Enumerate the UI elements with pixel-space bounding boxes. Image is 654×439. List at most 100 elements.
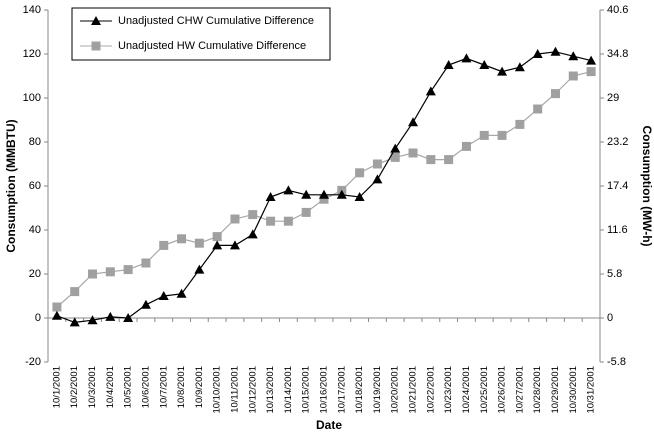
- marker: [283, 216, 293, 226]
- marker: [425, 86, 436, 96]
- marker: [461, 141, 471, 151]
- marker: [408, 148, 418, 158]
- marker: [533, 104, 543, 114]
- x-tick-label: 10/5/2001: [123, 366, 134, 408]
- marker: [568, 51, 579, 61]
- marker: [532, 49, 543, 58]
- series-line: [56, 71, 592, 308]
- marker: [479, 130, 489, 140]
- marker: [105, 267, 115, 277]
- y-axis-title: Consumption (MMBTU): [4, 119, 18, 252]
- marker: [354, 192, 365, 201]
- x-tick-label: 10/17/2001: [336, 366, 347, 414]
- marker: [497, 66, 508, 76]
- marker: [123, 265, 133, 275]
- marker: [586, 55, 597, 65]
- marker: [355, 168, 365, 178]
- x-tick-label: 10/3/2001: [87, 366, 98, 408]
- x-tick-label: 10/31/2001: [586, 366, 597, 414]
- marker: [568, 71, 578, 81]
- x-tick-label: 10/27/2001: [514, 366, 525, 414]
- marker: [443, 60, 454, 69]
- marker: [159, 240, 169, 250]
- y-tick-label: 80: [29, 136, 41, 148]
- y2-tick-label: 5.8: [607, 268, 622, 280]
- marker: [550, 46, 561, 56]
- legend-marker: [91, 41, 101, 51]
- x-tick-label: 10/8/2001: [176, 366, 187, 408]
- x-tick-label: 10/1/2001: [51, 366, 62, 408]
- x-tick-label: 10/9/2001: [194, 366, 205, 408]
- marker: [390, 152, 400, 162]
- legend-label: Unadjusted CHW Cumulative Difference: [118, 15, 314, 27]
- y2-tick-label: -5.8: [607, 356, 626, 368]
- marker: [247, 229, 258, 239]
- marker: [70, 287, 80, 297]
- marker: [319, 189, 329, 199]
- marker: [336, 189, 347, 199]
- x-tick-label: 10/13/2001: [265, 366, 276, 414]
- y-tick-label: 40: [29, 224, 41, 236]
- marker: [194, 238, 204, 248]
- x-tick-label: 10/22/2001: [425, 366, 436, 414]
- x-tick-label: 10/19/2001: [372, 366, 383, 414]
- y2-tick-label: 0: [607, 312, 613, 324]
- y2-tick-label: 23.2: [607, 136, 628, 148]
- y-tick-label: 140: [23, 4, 41, 16]
- marker: [105, 311, 116, 321]
- marker: [266, 216, 276, 226]
- marker: [390, 143, 401, 153]
- marker: [514, 62, 525, 72]
- marker: [194, 264, 205, 274]
- x-tick-label: 10/7/2001: [158, 366, 169, 408]
- x-tick-label: 10/29/2001: [550, 366, 561, 414]
- series-line: [56, 51, 592, 324]
- y2-tick-label: 17.4: [607, 180, 628, 192]
- y2-tick-label: 29: [607, 92, 619, 104]
- marker: [301, 207, 311, 217]
- marker: [212, 232, 222, 242]
- x-tick-label: 10/11/2001: [229, 366, 240, 413]
- marker: [229, 240, 240, 250]
- x-tick-label: 10/10/2001: [212, 366, 223, 414]
- y2-tick-label: 34.8: [607, 48, 628, 60]
- marker: [230, 214, 240, 224]
- marker: [408, 117, 419, 127]
- y2-tick-label: 11.6: [607, 224, 628, 236]
- marker: [248, 210, 258, 220]
- marker: [176, 288, 187, 298]
- y2-tick-label: 40.6: [607, 4, 628, 16]
- x-tick-label: 10/26/2001: [497, 366, 508, 414]
- marker: [123, 313, 134, 322]
- x-tick-label: 10/6/2001: [140, 366, 151, 408]
- marker: [301, 189, 312, 199]
- marker: [265, 192, 276, 201]
- marker: [69, 317, 80, 327]
- marker: [550, 89, 560, 99]
- x-tick-label: 10/15/2001: [301, 366, 312, 414]
- marker: [87, 315, 98, 325]
- x-tick-label: 10/28/2001: [532, 366, 543, 414]
- x-tick-label: 10/18/2001: [354, 366, 365, 414]
- x-tick-label: 10/24/2001: [461, 366, 472, 414]
- marker: [372, 159, 382, 169]
- y-tick-label: 60: [29, 180, 41, 192]
- x-tick-label: 10/12/2001: [247, 366, 258, 414]
- x-tick-label: 10/20/2001: [390, 366, 401, 414]
- marker: [51, 310, 62, 320]
- x-tick-label: 10/2/2001: [69, 366, 80, 408]
- marker: [212, 240, 223, 250]
- x-tick-label: 10/23/2001: [443, 366, 454, 414]
- x-tick-label: 10/16/2001: [319, 366, 330, 414]
- y-tick-label: 20: [29, 268, 41, 280]
- marker: [52, 302, 62, 312]
- marker: [444, 155, 454, 165]
- marker: [140, 299, 151, 309]
- x-axis-title: Date: [316, 418, 342, 432]
- y-tick-label: 120: [23, 48, 41, 60]
- marker: [515, 119, 525, 129]
- marker: [497, 130, 507, 140]
- marker: [479, 60, 490, 69]
- marker: [586, 67, 596, 77]
